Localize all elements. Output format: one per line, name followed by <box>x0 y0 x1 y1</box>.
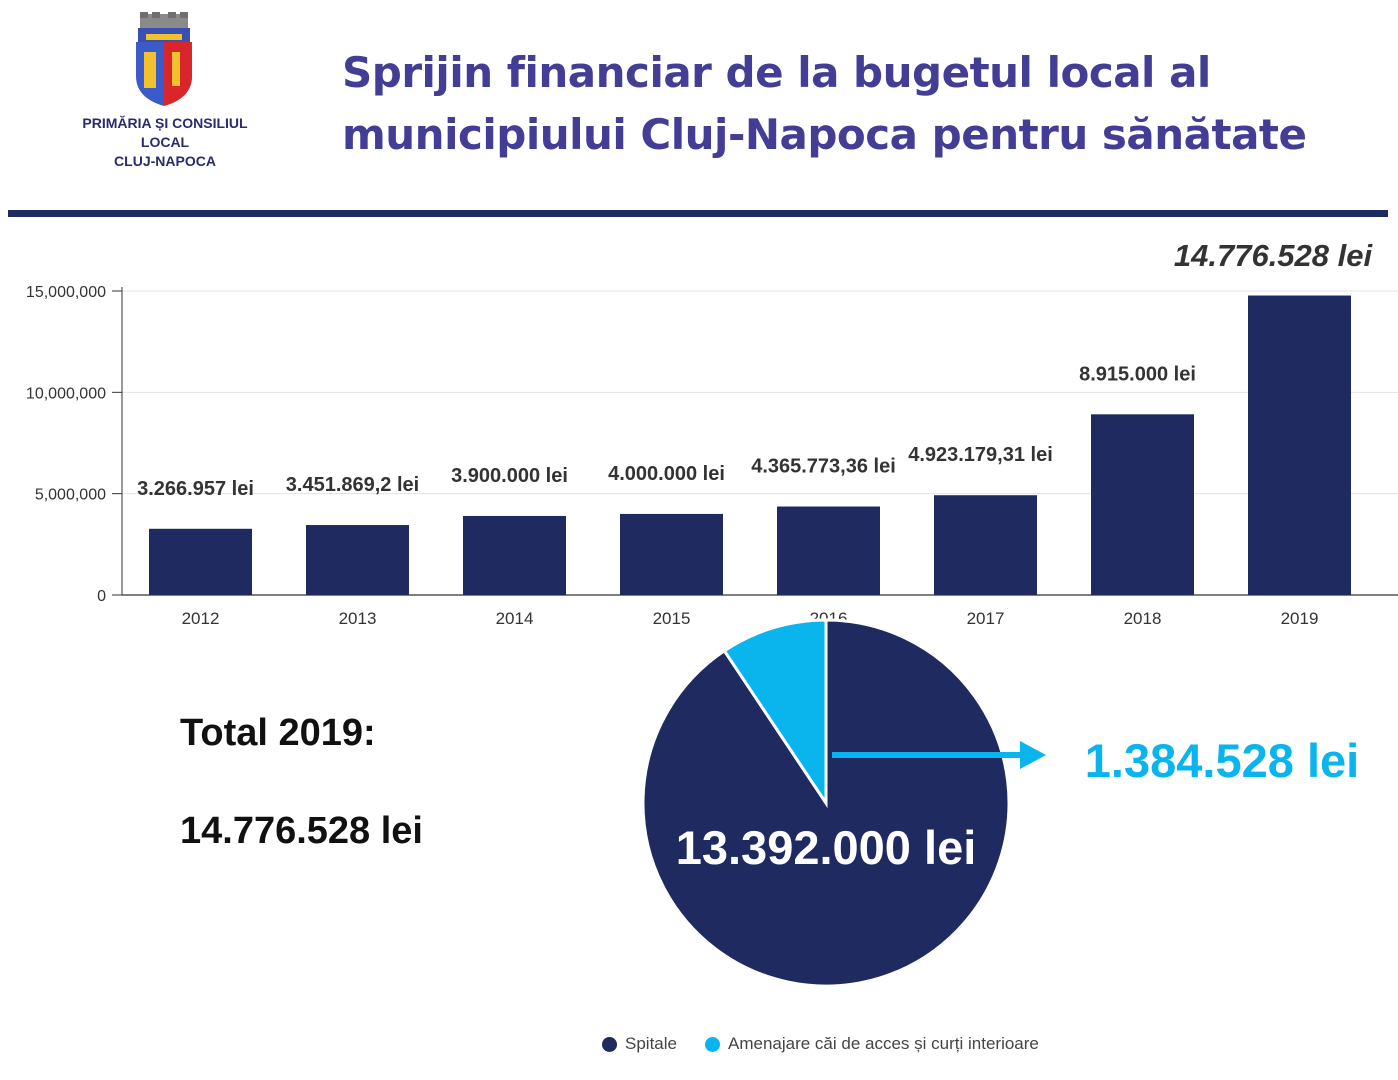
x-tick-label: 2015 <box>653 609 691 628</box>
city-logo: PRIMĂRIA ȘI CONSILIUL LOCAL CLUJ-NAPOCA <box>60 10 270 169</box>
bar <box>1091 414 1194 595</box>
y-tick-label: 10,000,000 <box>26 385 106 402</box>
bar-chart: 0 5,000,000 10,000,000 15,000,000 2012 3.266.… <box>26 238 1398 628</box>
x-tick-label: 2017 <box>967 609 1005 628</box>
logo-caption-line1: PRIMĂRIA ȘI CONSILIUL LOCAL <box>82 115 248 150</box>
data-label: 4.000.000 lei <box>608 463 725 485</box>
pie-chart: 13.392.000 lei 1.384.528 lei <box>641 618 1359 988</box>
total-value: 14.776.528 lei <box>180 810 423 852</box>
data-label: 14.776.528 lei <box>1174 238 1374 273</box>
y-tick-label: 0 <box>97 588 106 605</box>
pie-arrow-head <box>1020 741 1046 769</box>
page-title-line1: Sprijin financiar de la bugetul local al <box>342 48 1211 97</box>
legend-label-spitale: Spitale <box>625 1034 677 1053</box>
y-tick-label: 15,000,000 <box>26 284 106 301</box>
legend-dot-spitale <box>602 1036 617 1052</box>
bar <box>1248 295 1351 595</box>
data-label: 8.915.000 lei <box>1079 363 1196 385</box>
pie-secondary-value-label: 1.384.528 lei <box>1085 734 1359 787</box>
data-label: 3.900.000 lei <box>451 465 568 487</box>
data-label: 3.451.869,2 lei <box>286 474 419 496</box>
page-title-line2: municipiului Cluj-Napoca pentru sănătate <box>342 110 1307 159</box>
data-label: 4.923.179,31 lei <box>908 444 1053 466</box>
y-tick-label: 5,000,000 <box>35 487 106 504</box>
bar <box>777 506 880 595</box>
legend-item-amenajare: Amenajare căi de acces și curți interioa… <box>705 1034 1039 1054</box>
x-tick-label: 2018 <box>1124 609 1162 628</box>
legend-item-spitale: Spitale <box>602 1034 677 1054</box>
header-divider <box>8 210 1388 217</box>
page-title: Sprijin financiar de la bugetul local al… <box>342 42 1342 166</box>
x-tick-label: 2012 <box>182 609 220 628</box>
bar <box>149 528 252 595</box>
x-tick-label: 2019 <box>1281 609 1319 628</box>
bar <box>934 495 1037 595</box>
bar <box>306 525 409 595</box>
legend-label-amenajare: Amenajare căi de acces și curți interioa… <box>728 1034 1039 1053</box>
pie-slice <box>722 618 828 808</box>
bar <box>620 513 723 595</box>
pie-main-value-label: 13.392.000 lei <box>676 821 977 874</box>
coat-of-arms-icon <box>136 12 192 106</box>
x-tick-label: 2013 <box>339 609 377 628</box>
data-label: 3.266.957 lei <box>137 478 254 500</box>
logo-caption: PRIMĂRIA ȘI CONSILIUL LOCAL CLUJ-NAPOCA <box>60 114 270 171</box>
total-label: Total 2019: <box>180 712 376 754</box>
logo-caption-line2: CLUJ-NAPOCA <box>114 153 216 169</box>
x-tick-label: 2014 <box>496 609 534 628</box>
bar <box>463 515 566 595</box>
data-label: 4.365.773,36 lei <box>751 456 896 478</box>
legend-dot-amenajare <box>705 1036 720 1052</box>
